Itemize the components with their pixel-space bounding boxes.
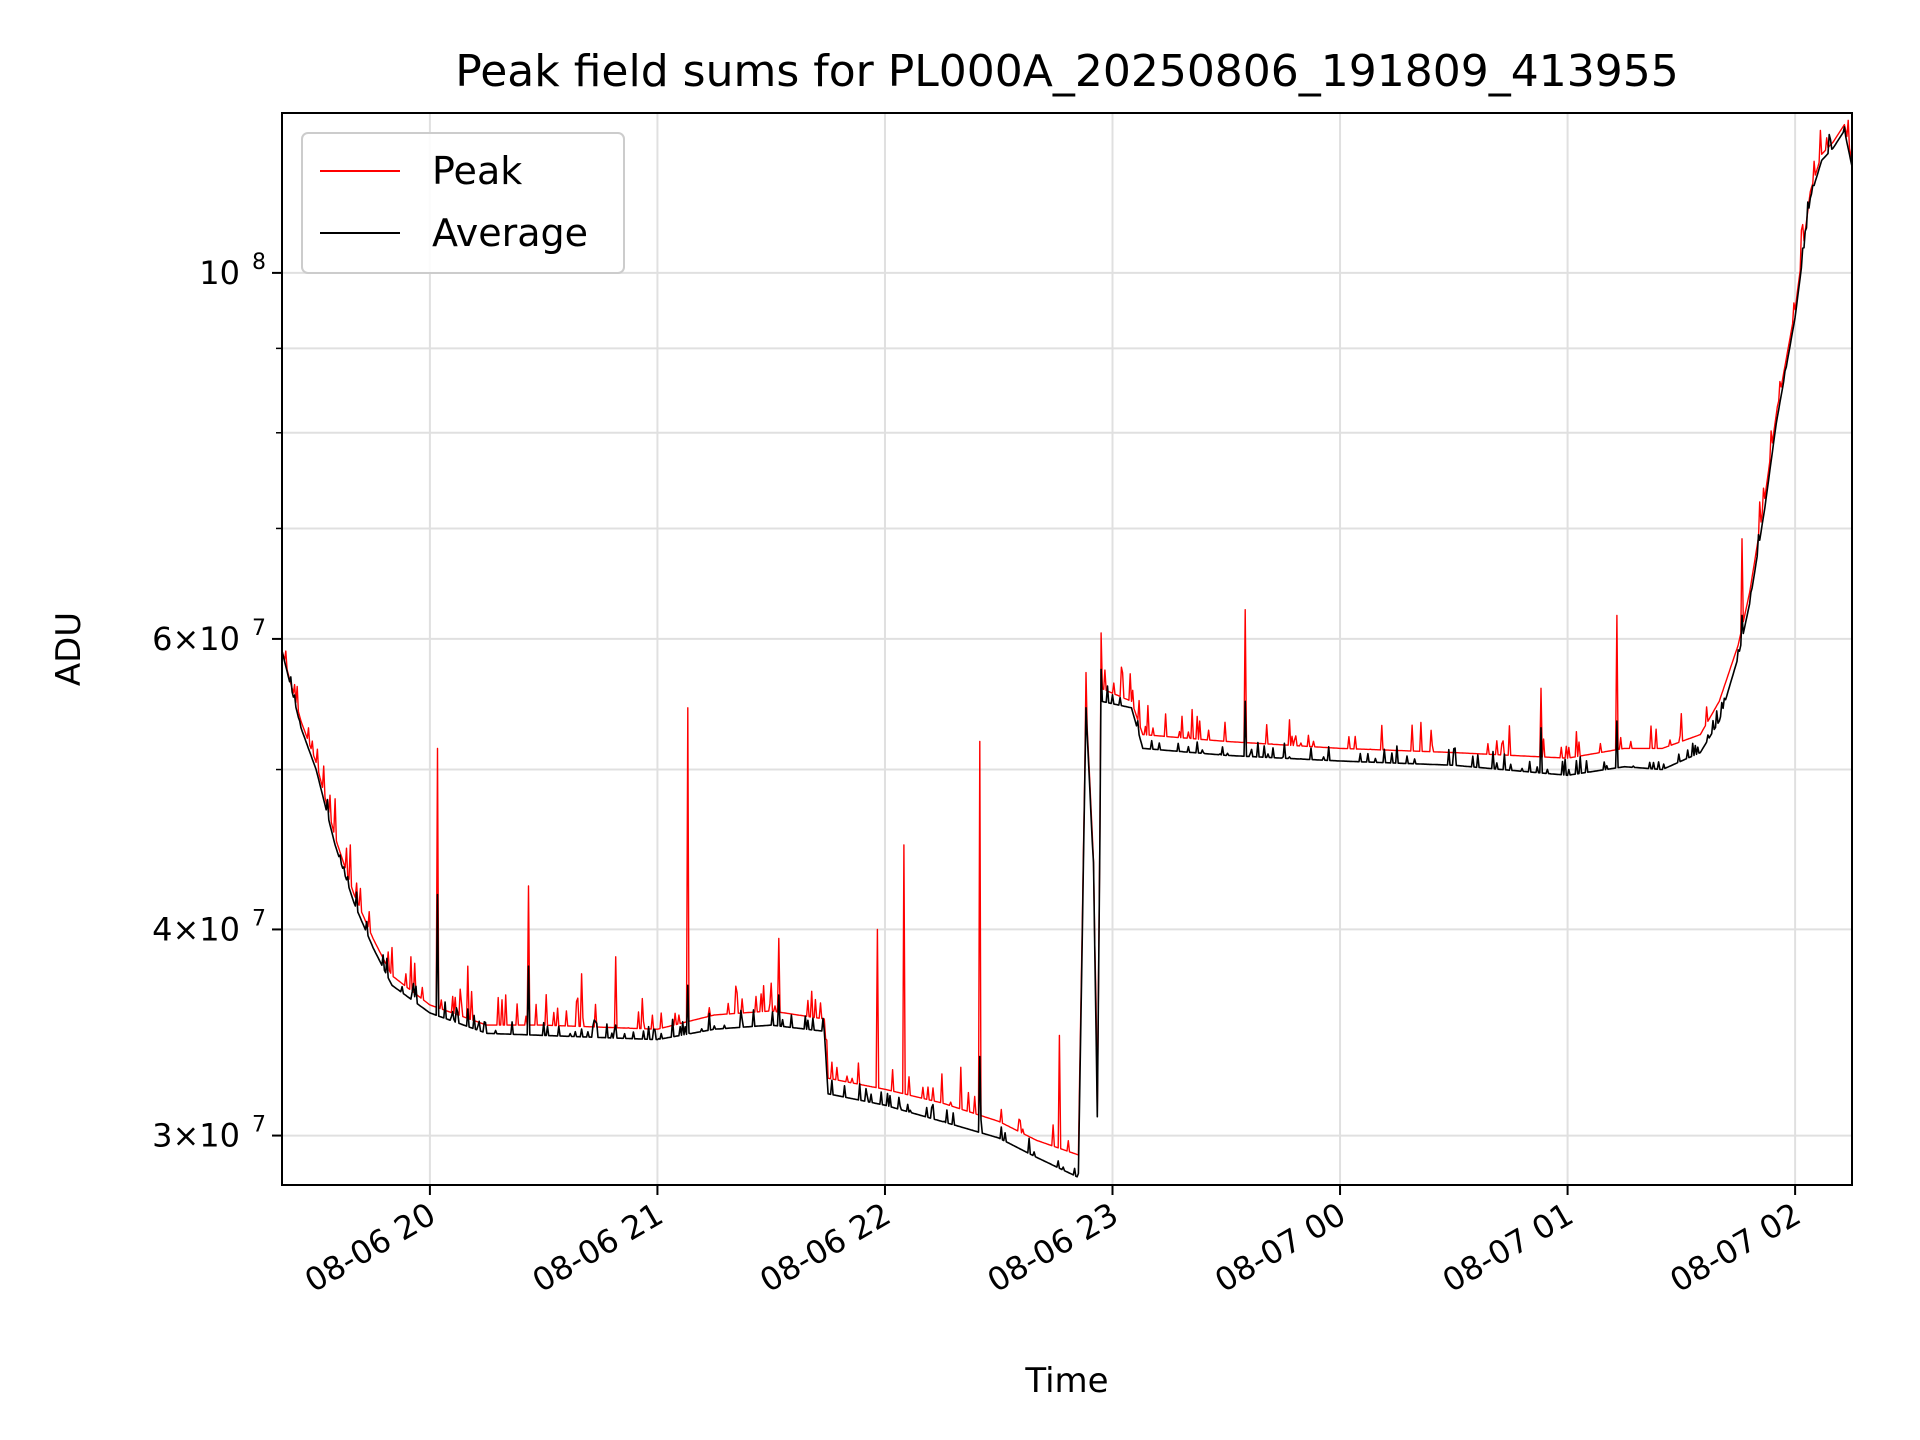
plot-frame: [281, 112, 1853, 1186]
y-axis-label: ADU: [49, 612, 89, 686]
y-tick-label: 3×10: [152, 1117, 240, 1155]
legend-label-peak: Peak: [432, 149, 522, 193]
legend-label-average: Average: [432, 211, 588, 255]
y-axis: 3×10 7 4×10 7 6×10 7 10 8: [152, 250, 282, 1155]
legend-box: [301, 132, 625, 274]
y-tick-exponent: 7: [252, 906, 266, 931]
y-tick-exponent: 8: [252, 250, 266, 275]
y-tick-label: 10: [199, 254, 240, 292]
y-tick-label: 6×10: [152, 620, 240, 658]
legend: Peak Average: [301, 132, 625, 274]
y-tick-exponent: 7: [252, 616, 266, 641]
y-tick-label: 4×10: [152, 910, 240, 948]
y-tick-exponent: 7: [252, 1113, 266, 1138]
plot-area: [282, 119, 1852, 1178]
chart-title: Peak field sums for PL000A_20250806_1918…: [455, 46, 1678, 97]
x-axis-label: Time: [1024, 1361, 1108, 1401]
series-line-average: [282, 126, 1852, 1178]
